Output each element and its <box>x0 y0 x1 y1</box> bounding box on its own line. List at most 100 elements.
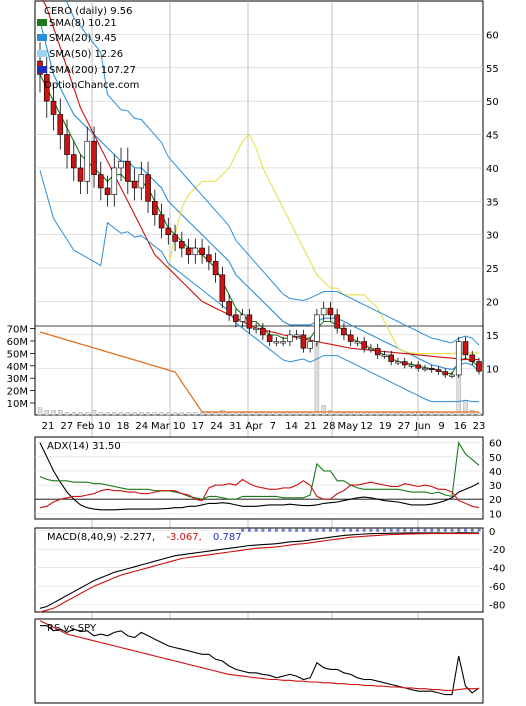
macd-histogram-bar <box>301 528 305 532</box>
volume-y-tick: 70M <box>7 325 28 336</box>
macd-histogram-bar <box>274 528 278 532</box>
volume-bar <box>112 412 117 416</box>
legend: SMA(8) 10.21 SMA(20) 9.45 SMA(50) 12.26 … <box>37 18 139 91</box>
series-line <box>39 441 480 500</box>
candle-body <box>192 247 199 256</box>
macd-histogram-bar <box>322 528 326 532</box>
volume-bar <box>389 412 394 416</box>
volume-bar <box>152 412 158 416</box>
x-tick-label: Feb <box>77 421 95 432</box>
macd-histogram-bar <box>443 528 447 532</box>
candle-body <box>307 341 313 349</box>
macd-y-ticks: 0 -20 -40 -60 -80 <box>489 527 505 612</box>
volume-bar <box>132 412 137 416</box>
adx-panel: 10 20 30 40 50 60 ADX(14) 31.50 <box>34 436 502 521</box>
price-y-tick: 50 <box>486 97 499 108</box>
volume-bar <box>274 412 279 416</box>
candle-body <box>77 167 84 182</box>
legend-sma50: SMA(50) 12.26 <box>49 49 123 60</box>
candle-body <box>152 201 158 215</box>
volume-bar <box>375 412 380 416</box>
panel-y-tick: -40 <box>489 564 505 575</box>
candle-body <box>415 364 422 369</box>
volume-bar <box>139 412 144 416</box>
volume-bar <box>287 412 293 416</box>
volume-bar <box>395 412 401 416</box>
volume-bar <box>213 412 218 416</box>
panel-y-tick: 60 <box>489 439 502 450</box>
x-tick-label: Jun <box>414 421 431 432</box>
x-tick-label: 19 <box>379 421 392 432</box>
volume-bar <box>267 412 272 416</box>
volume-y-tick: 50M <box>7 349 28 360</box>
x-tick-label: 18 <box>117 421 130 432</box>
candle-body <box>320 307 327 316</box>
volume-bar <box>64 412 70 416</box>
series-line <box>39 478 480 509</box>
volume-bar <box>58 410 63 416</box>
macd-histogram-bar <box>423 528 427 532</box>
panel-y-tick: 50 <box>489 453 502 464</box>
macd-histogram-bar <box>295 528 299 532</box>
panel-y-tick: -20 <box>489 545 505 556</box>
macd-histogram-bar <box>376 528 380 532</box>
macd-histogram-bar <box>362 528 366 532</box>
candle-body <box>273 341 280 344</box>
price-y-tick: 55 <box>486 64 499 75</box>
x-tick-label: 24 <box>210 421 223 432</box>
macd-histogram-bar <box>369 528 373 532</box>
rs-title: RS vs SPY <box>47 623 97 634</box>
series-line <box>167 133 480 355</box>
candle-body <box>57 114 64 135</box>
candle-body <box>97 174 104 189</box>
volume-bar <box>118 412 124 416</box>
panel-y-tick: 10 <box>489 509 502 520</box>
price-y-tick: 35 <box>486 197 499 208</box>
candle-body <box>266 334 273 342</box>
macd-histogram-bar <box>349 528 353 532</box>
macd-histogram-bar <box>355 528 359 532</box>
volume-y-tick: 60M <box>7 337 28 348</box>
macd-histogram-bar <box>450 528 454 532</box>
price-y-tick: 30 <box>486 231 499 242</box>
macd-histogram-bar <box>430 528 434 532</box>
volume-bar <box>355 412 360 416</box>
x-tick-label: 10 <box>98 421 111 432</box>
macd-histogram-bar <box>315 528 319 532</box>
candle-body <box>354 341 361 344</box>
volume-bar <box>226 412 232 416</box>
candles <box>37 42 482 378</box>
volume-bar <box>260 412 266 416</box>
x-axis-labels: 21 27 Feb 10 18 24 Mar 10 17 24 31 Apr 7 14 21 28 May 12 1… <box>42 421 486 432</box>
chart-title: CERO (daily) 9.56 <box>44 6 133 17</box>
macd-title: MACD(8,40,9) -2.277, -3.067, 0.787 <box>47 532 242 543</box>
candle-body <box>165 227 172 236</box>
volume-bar <box>91 410 97 416</box>
candle-body <box>226 301 232 316</box>
volume-bar <box>314 342 320 416</box>
macd-histogram-bar <box>328 528 332 532</box>
candle-body <box>293 334 300 337</box>
volume-bar <box>186 412 191 416</box>
volume-average-line <box>39 331 479 413</box>
macd-histogram-bar <box>261 528 265 532</box>
candle-body <box>442 371 449 376</box>
volume-bar <box>253 412 259 416</box>
legend-swatch-sma50 <box>37 50 47 57</box>
rs-panel: RS vs SPY <box>34 618 484 704</box>
volume-bar <box>280 412 286 416</box>
volume-bar <box>44 410 49 416</box>
candle-body <box>158 214 165 229</box>
volume-bar <box>416 412 421 416</box>
volume-bar <box>382 412 387 416</box>
panel-y-tick: 20 <box>489 495 502 506</box>
series-line <box>39 620 479 691</box>
volume-bar <box>443 412 448 416</box>
candle-body <box>118 160 124 169</box>
panel-y-tick: -80 <box>489 601 505 612</box>
adx-y-ticks: 10 20 30 40 50 60 <box>489 439 502 521</box>
series-line <box>39 533 479 613</box>
volume-bar <box>98 412 103 416</box>
volume-bar <box>206 412 212 416</box>
volume-bar <box>348 412 353 416</box>
